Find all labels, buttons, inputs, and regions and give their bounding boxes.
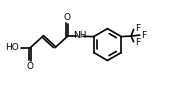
Text: O: O <box>64 13 71 22</box>
Text: NH: NH <box>73 31 87 40</box>
Text: HO: HO <box>5 43 19 52</box>
Text: F: F <box>135 24 140 33</box>
Text: O: O <box>27 62 34 71</box>
Text: F: F <box>135 38 140 47</box>
Text: F: F <box>141 31 146 40</box>
